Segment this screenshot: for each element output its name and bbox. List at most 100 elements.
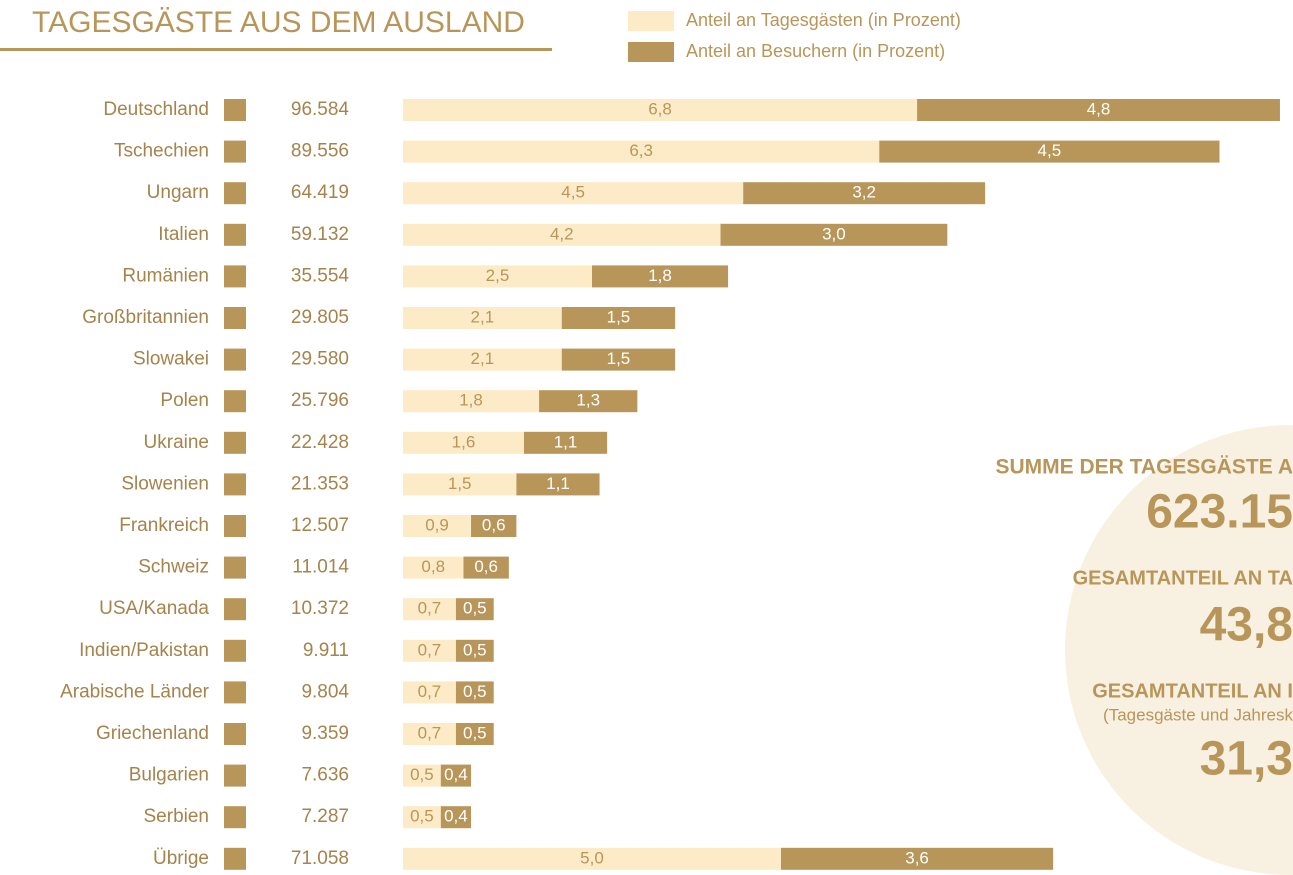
count-label: 96.584	[291, 99, 350, 120]
row-marker	[224, 473, 246, 496]
value-label: 1,8	[459, 391, 483, 410]
annotation: (Tagesgäste und Jahresk	[1103, 705, 1293, 724]
bar-segment	[455, 639, 494, 662]
value-label: 0,5	[463, 640, 487, 659]
value-label: 1,1	[554, 432, 578, 451]
count-label: 9.804	[301, 681, 349, 702]
value-label: 1,5	[607, 307, 631, 326]
value-label: 1,5	[448, 474, 472, 493]
bar-segment	[455, 723, 494, 745]
value-label: 0,7	[418, 723, 442, 742]
value-label: 6,8	[648, 99, 672, 118]
bar-segment	[720, 223, 948, 246]
row-marker	[224, 681, 246, 704]
bar-segment	[781, 847, 1054, 870]
value-label: 4,5	[1038, 141, 1062, 160]
chart-title: TAGESGÄSTE AUS DEM AUSLAND	[32, 6, 525, 39]
bar-segment	[403, 764, 441, 787]
value-label: 2,5	[486, 266, 510, 285]
bar-segment	[403, 639, 456, 662]
value-label: 1,3	[576, 391, 600, 410]
row-marker	[224, 556, 246, 579]
bar-segment	[455, 598, 494, 621]
bar-segment	[403, 348, 562, 371]
bar-segment	[403, 265, 592, 288]
value-label: 2,1	[471, 307, 495, 326]
category-label: Großbritannien	[82, 307, 209, 328]
bar-segment	[403, 556, 464, 579]
count-label: 29.580	[291, 349, 349, 370]
row-marker	[224, 431, 246, 454]
count-label: 7.287	[301, 806, 349, 827]
bar-segment	[403, 223, 721, 246]
count-label: 22.428	[291, 432, 349, 453]
count-label: 10.372	[291, 598, 349, 619]
count-label: 35.554	[291, 265, 350, 286]
bar-segment	[403, 307, 562, 329]
annotation: SUMME DER TAGESGÄSTE A	[995, 456, 1293, 479]
bar-segment	[561, 307, 676, 329]
value-label: 4,2	[550, 224, 574, 243]
value-label: 0,5	[410, 765, 434, 784]
category-label: Deutschland	[103, 99, 209, 120]
annotation: 31,3	[1200, 733, 1293, 786]
category-label: Bulgarien	[129, 765, 209, 786]
category-label: Slowenien	[121, 473, 209, 494]
value-label: 3,6	[905, 848, 929, 867]
row-marker	[224, 223, 246, 246]
category-label: Übrige	[153, 848, 209, 869]
bar-segment	[440, 764, 472, 787]
legend-label: Anteil an Besuchern (in Prozent)	[686, 41, 945, 61]
value-label: 0,4	[444, 765, 468, 784]
bar-segment	[403, 390, 540, 413]
category-label: Indien/Pakistan	[79, 640, 209, 661]
bar-segment	[917, 99, 1280, 121]
row-marker	[224, 99, 246, 121]
bar-segment	[403, 847, 781, 870]
value-label: 0,6	[482, 515, 506, 534]
row-marker	[224, 182, 246, 205]
globe-background	[1065, 425, 1293, 875]
bar-segment	[403, 431, 524, 454]
category-label: Ungarn	[147, 182, 209, 203]
value-label: 2,1	[471, 349, 495, 368]
value-label: 4,8	[1087, 99, 1111, 118]
value-label: 0,5	[463, 599, 487, 618]
annotation: GESAMTANTEIL AN TA	[1073, 567, 1293, 589]
value-label: 1,5	[607, 349, 631, 368]
count-label: 59.132	[291, 224, 349, 245]
count-label: 9.359	[301, 723, 349, 744]
value-label: 4,5	[561, 183, 585, 202]
value-label: 0,5	[410, 807, 434, 826]
category-label: Tschechien	[114, 141, 209, 162]
legend-swatch	[628, 42, 674, 62]
row-marker	[224, 390, 246, 413]
value-label: 3,0	[822, 224, 846, 243]
count-label: 9.911	[303, 640, 349, 661]
value-label: 5,0	[580, 848, 604, 867]
category-label: Rumänien	[122, 265, 209, 286]
row-marker	[224, 598, 246, 621]
bar-segment	[403, 99, 918, 121]
value-label: 1,8	[648, 266, 672, 285]
bar-segment	[403, 515, 472, 537]
category-label: Ukraine	[144, 432, 209, 453]
value-label: 3,2	[852, 183, 876, 202]
category-label: USA/Kanada	[99, 598, 209, 619]
value-label: 0,6	[474, 557, 498, 576]
category-label: Slowakei	[133, 349, 209, 370]
category-label: Griechenland	[96, 723, 209, 744]
value-label: 0,8	[421, 557, 445, 576]
value-label: 0,5	[463, 723, 487, 742]
value-label: 0,7	[418, 640, 442, 659]
row-marker	[224, 639, 246, 662]
value-label: 0,4	[444, 807, 468, 826]
value-label: 0,9	[425, 515, 449, 534]
count-label: 25.796	[291, 390, 349, 411]
count-label: 89.556	[291, 141, 349, 162]
value-label: 1,1	[546, 474, 570, 493]
bar-segment	[403, 806, 441, 829]
count-label: 21.353	[291, 473, 349, 494]
